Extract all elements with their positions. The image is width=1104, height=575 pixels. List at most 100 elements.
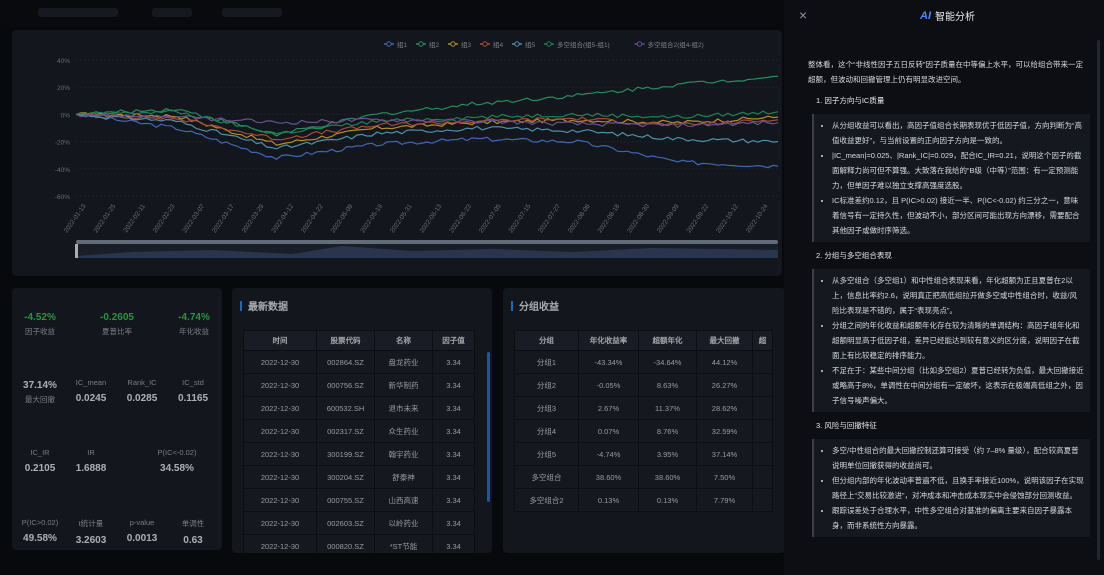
legend-label[interactable]: 组1	[397, 40, 408, 49]
table-cell: 山西高速	[374, 488, 433, 512]
stat-card: 单调性 0.63	[167, 518, 219, 546]
table-cell: 44.12%	[696, 350, 753, 374]
legend-marker[interactable]	[418, 41, 424, 47]
series-line	[75, 113, 779, 150]
series-line	[75, 113, 779, 169]
table-cell: 000755.SZ	[316, 488, 375, 512]
zoom-slider-left-handle[interactable]	[75, 244, 78, 258]
stat-value: 0.63	[183, 535, 203, 546]
table-cell: 3.34	[432, 396, 475, 420]
drawer-title: AI 智能分析	[920, 8, 975, 24]
table-row[interactable]: 2022-12-30 300199.SZ 翰宇药业 3.34	[243, 442, 475, 466]
table-cell: 新华制药	[374, 373, 433, 397]
legend-label[interactable]: 多空组合(组5-组1)	[557, 40, 610, 49]
table-header-cell[interactable]: 时间	[243, 330, 317, 351]
analysis-bullet: 不足在于：某些中间分组（比如多空组2）夏普已经转为负值，最大回撤接近或略高于8%…	[832, 363, 1084, 408]
stat-label: IR	[87, 448, 95, 457]
table-cell: 以岭药业	[374, 511, 433, 535]
table-row[interactable]: 多空组合 38.60% 38.60% 7.50%	[514, 465, 773, 489]
latest-data-title: 最新数据	[240, 298, 288, 313]
table-cell: 2022-12-30	[243, 396, 317, 420]
legend-label[interactable]: 组3	[461, 40, 472, 49]
analysis-bullet: 从分组收益可以看出，高因子值组合长期表现优于低因子值，方向判断为“高值收益更好”…	[832, 118, 1084, 148]
table-header-cell[interactable]: 超额年化	[638, 330, 697, 351]
legend-marker[interactable]	[450, 41, 456, 47]
table-cell	[752, 396, 773, 420]
close-icon[interactable]: ×	[799, 7, 808, 23]
ai-analysis-drawer: × AI 智能分析 整体看，这个“非线性因子五日反转”因子质量在中等偏上水平，可…	[784, 0, 1104, 575]
legend-label[interactable]: 组5	[525, 40, 536, 49]
stat-label: P(IC<-0.02)	[157, 448, 197, 457]
table-cell: 分组3	[514, 396, 579, 420]
group-returns-panel: 分组收益 分组 年化收益率 超额年化 最大回撤超分组1 -43.34% -34.64% 44…	[503, 288, 785, 553]
table-cell: 002603.SZ	[316, 511, 375, 535]
legend-marker[interactable]	[514, 41, 520, 47]
table-cell	[752, 419, 773, 443]
table-row[interactable]: 分组4 0.07% 8.76% 32.59%	[514, 419, 773, 443]
stat-card: -4.52% 因子收益	[14, 312, 66, 337]
analysis-section-heading: 3. 风险与回撤特征	[816, 421, 877, 430]
table-cell: 002864.SZ	[316, 350, 375, 374]
table-cell: 退市未来	[374, 396, 433, 420]
cumulative-return-chart-panel: 组1 组2 组3 组4 组5 多空组合(组5-组1) 多空组合2(组4-组2) 40% 20%…	[12, 30, 782, 276]
factor-stats-panel: -4.52% 因子收益 -0.2605 夏普比率 -4.74% 年化收益 37.14% 最大回…	[12, 288, 222, 550]
nav-placeholder	[38, 8, 118, 17]
table-cell: 3.34	[432, 534, 475, 553]
legend-label[interactable]: 多空组合2(组4-组2)	[648, 40, 704, 49]
table-header-cell[interactable]: 最大回撤	[696, 330, 753, 351]
latest-table-scrollbar[interactable]	[487, 352, 490, 502]
stat-card: -4.74% 年化收益	[168, 312, 220, 337]
table-row[interactable]: 分组1 -43.34% -34.64% 44.12%	[514, 350, 773, 374]
table-cell: -34.64%	[638, 350, 697, 374]
y-tick-label: 0%	[61, 112, 71, 119]
table-header-cell[interactable]: 超	[752, 330, 773, 351]
analysis-section-box: 多空/中性组合的最大回撤控制还算可接受（约 7–8% 量级），配合较高夏普说明单…	[812, 439, 1090, 537]
y-tick-label: -20%	[55, 140, 70, 147]
table-header-cell[interactable]: 名称	[374, 330, 433, 351]
stat-label: IC_std	[182, 378, 204, 387]
stat-card: t统计量 3.2603	[65, 518, 117, 546]
table-cell: 2022-12-30	[243, 534, 317, 553]
legend-label[interactable]: 组4	[493, 40, 504, 49]
table-row[interactable]: 2022-12-30 002864.SZ 盘龙药业 3.34	[243, 350, 475, 374]
drawer-scrollbar[interactable]	[1097, 40, 1100, 560]
table-row[interactable]: 2022-12-30 600532.SH 退市未来 3.34	[243, 396, 475, 420]
table-header-cell[interactable]: 股票代码	[316, 330, 375, 351]
table-cell: 翰宇药业	[374, 442, 433, 466]
table-row[interactable]: 分组2 -0.05% 8.63% 26.27%	[514, 373, 773, 397]
analysis-bullet: |IC_mean|=0.025、|Rank_IC|=0.029，配合IC_IR=…	[832, 148, 1084, 193]
table-row[interactable]: 分组5 -4.74% 3.95% 37.14%	[514, 442, 773, 466]
table-header-cell[interactable]: 年化收益率	[578, 330, 639, 351]
table-cell	[752, 350, 773, 374]
legend-marker[interactable]	[386, 41, 392, 47]
table-row[interactable]: 多空组合2 0.13% 0.13% 7.79%	[514, 488, 773, 512]
zoom-slider-handle-bar[interactable]	[76, 240, 778, 244]
table-cell: 8.76%	[638, 419, 697, 443]
stat-label: 最大回撤	[25, 395, 55, 404]
analysis-bullet: 分组之间的年化收益和超额年化存在较为清晰的单调结构：高因子组年化和超额明显高于低…	[832, 318, 1084, 363]
legend-marker[interactable]	[482, 41, 488, 47]
table-row[interactable]: 2022-12-30 000756.SZ 新华制药 3.34	[243, 373, 475, 397]
legend-marker[interactable]	[636, 41, 643, 47]
stat-value: 34.58%	[160, 463, 194, 474]
table-header-cell[interactable]: 因子值	[432, 330, 475, 351]
table-row[interactable]: 分组3 2.67% 11.37% 28.62%	[514, 396, 773, 420]
stat-label: t统计量	[78, 519, 104, 528]
table-cell: 3.34	[432, 442, 475, 466]
stat-value: -0.2605	[100, 312, 134, 323]
table-row[interactable]: 2022-12-30 000755.SZ 山西高速 3.34	[243, 488, 475, 512]
stat-label: P(IC>0.02)	[21, 518, 59, 527]
legend-marker[interactable]	[546, 41, 552, 47]
modal-backdrop[interactable]	[0, 0, 784, 575]
stat-value: 49.58%	[23, 533, 57, 544]
nav-placeholder	[222, 8, 282, 17]
table-cell: 3.34	[432, 488, 475, 512]
table-cell: 2022-12-30	[243, 442, 317, 466]
table-cell: 2022-12-30	[243, 350, 317, 374]
chart-series	[75, 75, 779, 169]
zoom-slider-preview	[76, 246, 778, 258]
table-row[interactable]: 2022-12-30 000820.SZ *ST节能 3.34	[243, 534, 475, 553]
stat-card: P(IC<-0.02) 34.58%	[147, 448, 207, 474]
table-cell: 38.60%	[578, 465, 639, 489]
legend-label[interactable]: 组2	[429, 40, 440, 49]
